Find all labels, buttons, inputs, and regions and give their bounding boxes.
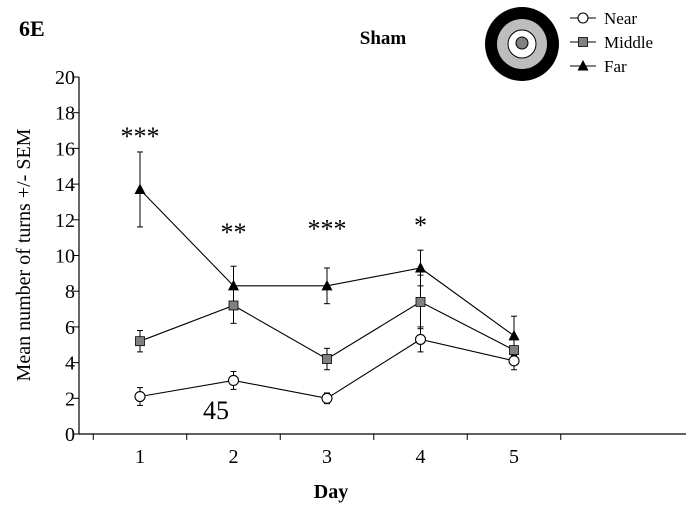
x-tick-label: 5 <box>509 446 519 468</box>
series-near-point <box>508 355 520 367</box>
x-tick-label: 4 <box>416 446 426 468</box>
plot-area <box>134 151 520 406</box>
x-tick-label: 3 <box>322 446 332 468</box>
series-far-line <box>139 189 515 337</box>
legend-marker-middle <box>578 37 588 47</box>
y-tick-label: 2 <box>65 388 75 410</box>
series-near-point <box>227 374 240 387</box>
significance-mark: *** <box>121 122 160 151</box>
y-axis-label: Mean number of turns +/- SEM <box>13 128 35 381</box>
y-tick-label: 18 <box>55 103 75 125</box>
significance-mark: *** <box>308 215 347 244</box>
series-near-point <box>134 390 146 403</box>
series-far-point <box>415 261 426 273</box>
legend-label-far: Far <box>604 57 627 76</box>
series-middle-point <box>135 336 145 347</box>
y-tick-label: 16 <box>55 138 75 160</box>
series-far-point <box>228 279 239 291</box>
inset-center-dot <box>515 36 529 50</box>
legend-marker-near <box>577 12 589 24</box>
y-tick-label: 0 <box>65 424 75 446</box>
x-tick-label: 1 <box>135 446 145 468</box>
series-middle-point <box>322 354 332 364</box>
significance-mark: * <box>414 211 427 240</box>
annotation-45: 45 <box>203 396 229 425</box>
inset-target-icon <box>485 7 559 81</box>
y-ticks: 0 2 4 6 8 10 12 14 16 18 20 <box>55 67 79 446</box>
legend: Near Middle Far <box>570 9 653 76</box>
y-tick-label: 8 <box>65 281 75 303</box>
series-middle-point <box>415 297 426 307</box>
legend-label-near: Near <box>604 9 637 28</box>
y-tick-label: 6 <box>65 317 75 339</box>
series-far-point <box>134 183 146 194</box>
legend-label-middle: Middle <box>604 33 653 52</box>
x-ticks: 1 2 3 4 5 <box>92 434 562 468</box>
axes <box>78 77 686 435</box>
series-middle-point <box>509 345 519 356</box>
y-tick-label: 10 <box>55 246 75 268</box>
series-near-point <box>414 333 427 345</box>
legend-marker-far <box>577 60 589 71</box>
series-far-point <box>508 329 520 341</box>
y-tick-label: 12 <box>55 210 75 232</box>
significance-mark: ** <box>221 218 247 247</box>
significance-marks: ***** *** * <box>121 122 428 247</box>
panel-label: 6E <box>19 16 45 41</box>
x-axis-label: Day <box>314 481 348 503</box>
series-near-point <box>321 392 333 404</box>
y-tick-label: 20 <box>55 67 75 89</box>
series-middle-point <box>228 300 239 311</box>
chart-title: Sham <box>360 28 407 49</box>
x-tick-label: 2 <box>229 446 239 468</box>
series-far-point <box>321 279 333 291</box>
y-tick-label: 4 <box>65 353 75 375</box>
y-tick-label: 14 <box>55 174 75 196</box>
